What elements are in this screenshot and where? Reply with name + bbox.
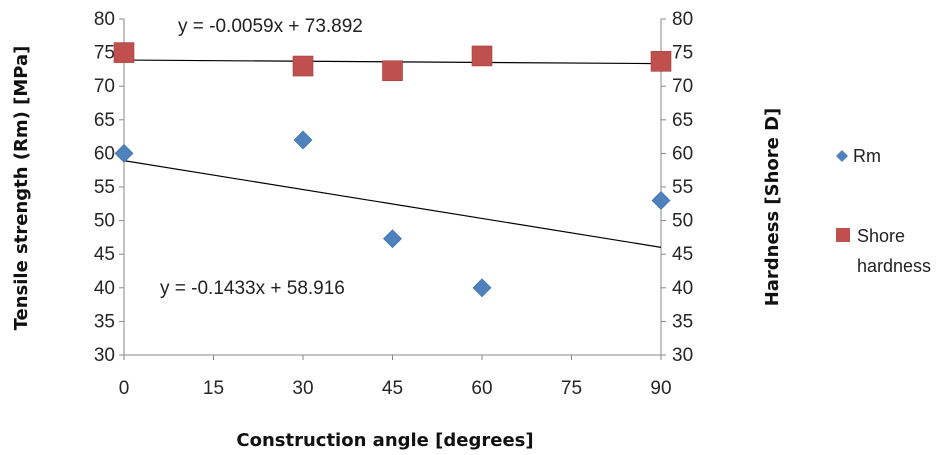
y-tick-label-right: 30 [672,345,693,366]
x-axis-label: Construction angle [degrees] [236,430,533,451]
legend-label-shore: Shore [857,226,905,246]
y-tick-label-left: 70 [94,76,115,97]
x-tick-label: 30 [292,378,313,399]
legend-square-marker [836,228,850,242]
rm-point [293,130,313,150]
y-tick-label-right: 75 [672,43,693,64]
trendline-equation-rm: y = -0.1433x + 58.916 [160,278,345,299]
y-tick-label-right: 55 [672,177,693,198]
y-tick-label-left: 40 [94,278,115,299]
y-ticks-right: 30 35 40 45 50 55 60 65 70 75 80 [661,9,693,366]
trendlines [123,59,662,248]
y-tick-label-right: 45 [672,244,693,265]
data-points [113,42,672,298]
y-tick-label-left: 65 [94,110,115,131]
trendline-equation-shore-hardness: y = -0.0059x + 73.892 [178,16,363,37]
legend-label-rm: Rm [853,146,881,166]
y-tick-label-left: 30 [94,345,115,366]
y-tick-label-right: 65 [672,110,693,131]
y-axis-label-left: Tensile strength (Rm) [MPa] [11,46,32,331]
shore-hardness-point [471,45,493,67]
rm-point [651,191,671,210]
shore-hardness-point [113,42,135,63]
x-tick-label: 15 [203,378,224,399]
y-tick-label-right: 50 [672,211,693,232]
legend-item-rm: Rm [836,146,881,166]
rm-point [383,229,402,249]
x-tick-label: 0 [119,378,130,399]
y-tick-label-right: 35 [672,311,693,332]
x-ticks: 0 15 30 45 60 75 90 [119,355,672,399]
legend-diamond-marker [836,150,848,162]
trendline-rm [123,160,662,248]
y-tick-label-left: 35 [94,311,115,332]
legend-label-hardness: hardness [857,256,931,276]
legend-item-shore-hardness: Shore hardness [836,226,931,276]
y-ticks-left: 30 35 40 45 50 55 60 65 70 75 80 [94,9,124,366]
shore-hardness-point [382,60,403,82]
legend: Rm Shore hardness [836,146,931,276]
shore-hardness-point [650,51,672,72]
y-tick-label-right: 70 [672,76,693,97]
y-tick-label-right: 80 [672,9,693,30]
y-axis-label-right: Hardness [Shore D] [762,108,783,307]
x-tick-label: 45 [382,378,403,399]
rm-point [472,278,492,298]
x-tick-label: 75 [561,378,582,399]
rm-point [114,143,134,163]
x-tick-label: 60 [471,378,492,399]
y-tick-label-left: 80 [94,9,115,30]
y-tick-label-left: 75 [94,43,115,64]
y-tick-label-right: 60 [672,143,693,164]
y-tick-label-left: 45 [94,244,115,265]
y-tick-label-left: 55 [94,177,115,198]
y-tick-label-left: 50 [94,211,115,232]
shore-hardness-point [292,55,314,77]
y-tick-label-left: 60 [94,143,115,164]
y-tick-label-right: 40 [672,278,693,299]
x-tick-label: 90 [650,378,671,399]
